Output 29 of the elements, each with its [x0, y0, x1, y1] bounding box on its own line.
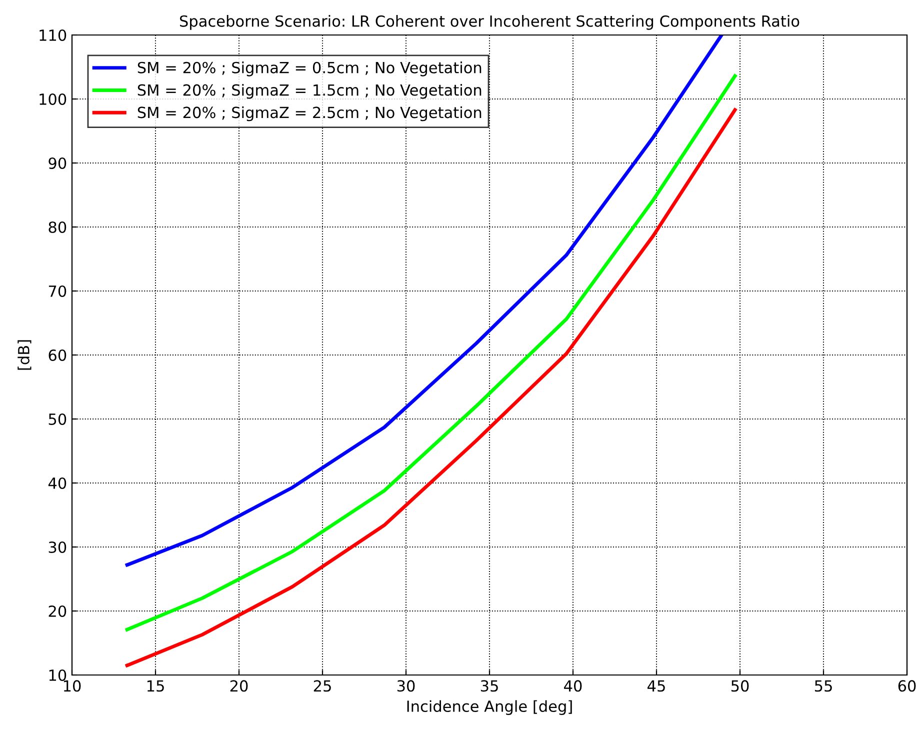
x-tick-label: 10: [64, 680, 81, 692]
line-series: [125, 35, 724, 567]
x-tick-label: 45: [648, 680, 665, 692]
chart-title: Spaceborne Scenario: LR Coherent over Incoherent Scattering Components Ratio: [180, 15, 800, 30]
y-tick-label: 50: [48, 413, 66, 426]
x-axis-title: Incidence Angle [deg]: [407, 700, 572, 715]
y-tick-label: 80: [48, 221, 66, 234]
y-tick-label: 110: [40, 29, 66, 42]
y-tick-label: 90: [48, 157, 66, 170]
y-tick-label: 40: [48, 477, 66, 490]
x-tick-label: 35: [480, 680, 498, 692]
x-tick-label: 15: [147, 680, 164, 692]
x-tick-label: 60: [898, 680, 916, 692]
legend-label: SM = 20% ; SigmaZ = 2.5cm ; No Vegetation: [138, 106, 482, 122]
y-tick-label: 10: [49, 669, 66, 682]
legend-label: SM = 20% ; SigmaZ = 1.5cm ; No Vegetation: [138, 84, 482, 99]
y-tick-label: 60: [48, 349, 66, 362]
x-tick-label: 20: [230, 680, 248, 692]
y-tick-label: 30: [48, 541, 66, 554]
x-tick-label: 50: [731, 680, 749, 692]
x-tick-label: 55: [814, 680, 832, 692]
x-tick-label: 40: [564, 680, 582, 692]
y-tick-label: 20: [48, 605, 66, 618]
x-tick-label: 30: [397, 680, 415, 692]
x-tick-label: 25: [314, 680, 331, 692]
y-tick-label: 70: [48, 285, 66, 298]
legend-label: SM = 20% ; SigmaZ = 0.5cm ; No Vegetation: [138, 62, 482, 76]
y-tick-label: 100: [40, 93, 66, 106]
y-axis-title: [dB]: [18, 340, 32, 370]
